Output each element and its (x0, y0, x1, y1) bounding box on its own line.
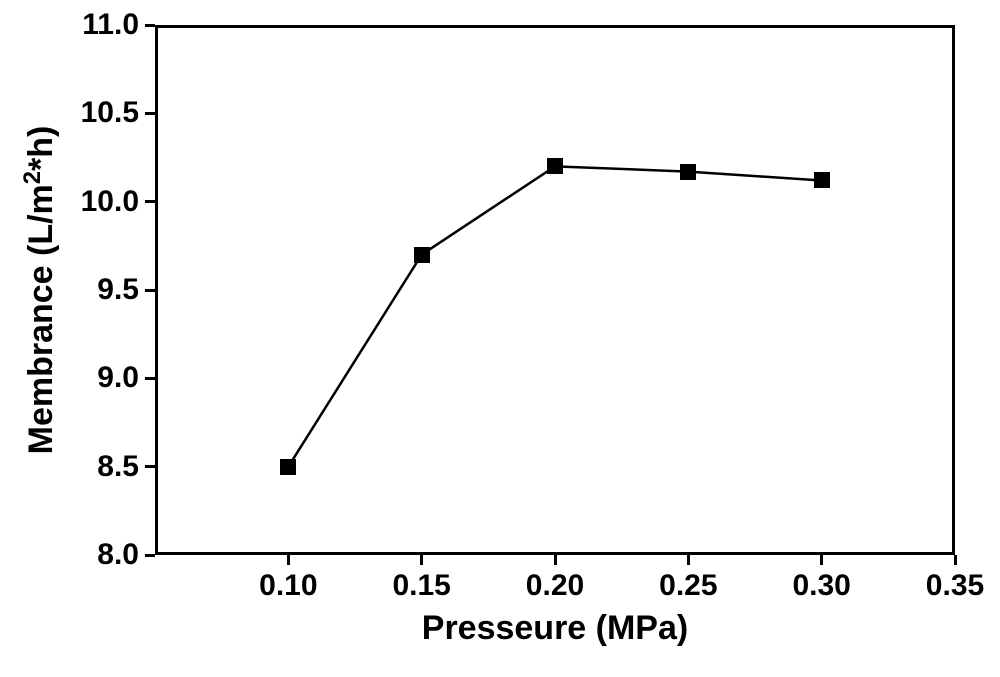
x-tick-label: 0.15 (392, 569, 450, 603)
y-tick-label: 8.0 (97, 538, 139, 572)
y-tick-label: 9.5 (97, 273, 139, 307)
x-tick-label: 0.25 (659, 569, 717, 603)
chart-container: 8.0 8.5 9.0 9.5 10.0 10.5 11.0 0.10 0.15 0.20 0.2… (0, 0, 1000, 677)
data-point (680, 164, 696, 180)
y-tick-label: 10.5 (81, 96, 139, 130)
y-tick-mark (145, 112, 155, 115)
x-tick-mark (820, 555, 823, 565)
y-tick-mark (145, 377, 155, 380)
x-tick-label: 0.20 (526, 569, 584, 603)
y-tick-label: 10.0 (81, 185, 139, 219)
x-tick-mark (420, 555, 423, 565)
y-tick-mark (145, 289, 155, 292)
x-tick-label: 0.35 (926, 569, 984, 603)
x-tick-label: 0.30 (792, 569, 850, 603)
x-tick-mark (554, 555, 557, 565)
x-tick-mark (287, 555, 290, 565)
x-tick-mark (687, 555, 690, 565)
y-tick-mark (145, 465, 155, 468)
data-point (547, 158, 563, 174)
x-axis-label: Presseure (MPa) (422, 609, 688, 648)
y-tick-mark (145, 24, 155, 27)
x-tick-mark (954, 555, 957, 565)
y-tick-label: 8.5 (97, 450, 139, 484)
y-tick-label: 11.0 (82, 8, 139, 42)
series-line (288, 166, 821, 466)
y-tick-mark (145, 200, 155, 203)
y-axis-label: Membrance (L/m2*h) (19, 126, 61, 455)
data-point (814, 172, 830, 188)
x-tick-label: 0.10 (259, 569, 317, 603)
y-tick-mark (145, 554, 155, 557)
y-tick-label: 9.0 (97, 361, 139, 395)
data-point (280, 459, 296, 475)
data-point (414, 247, 430, 263)
